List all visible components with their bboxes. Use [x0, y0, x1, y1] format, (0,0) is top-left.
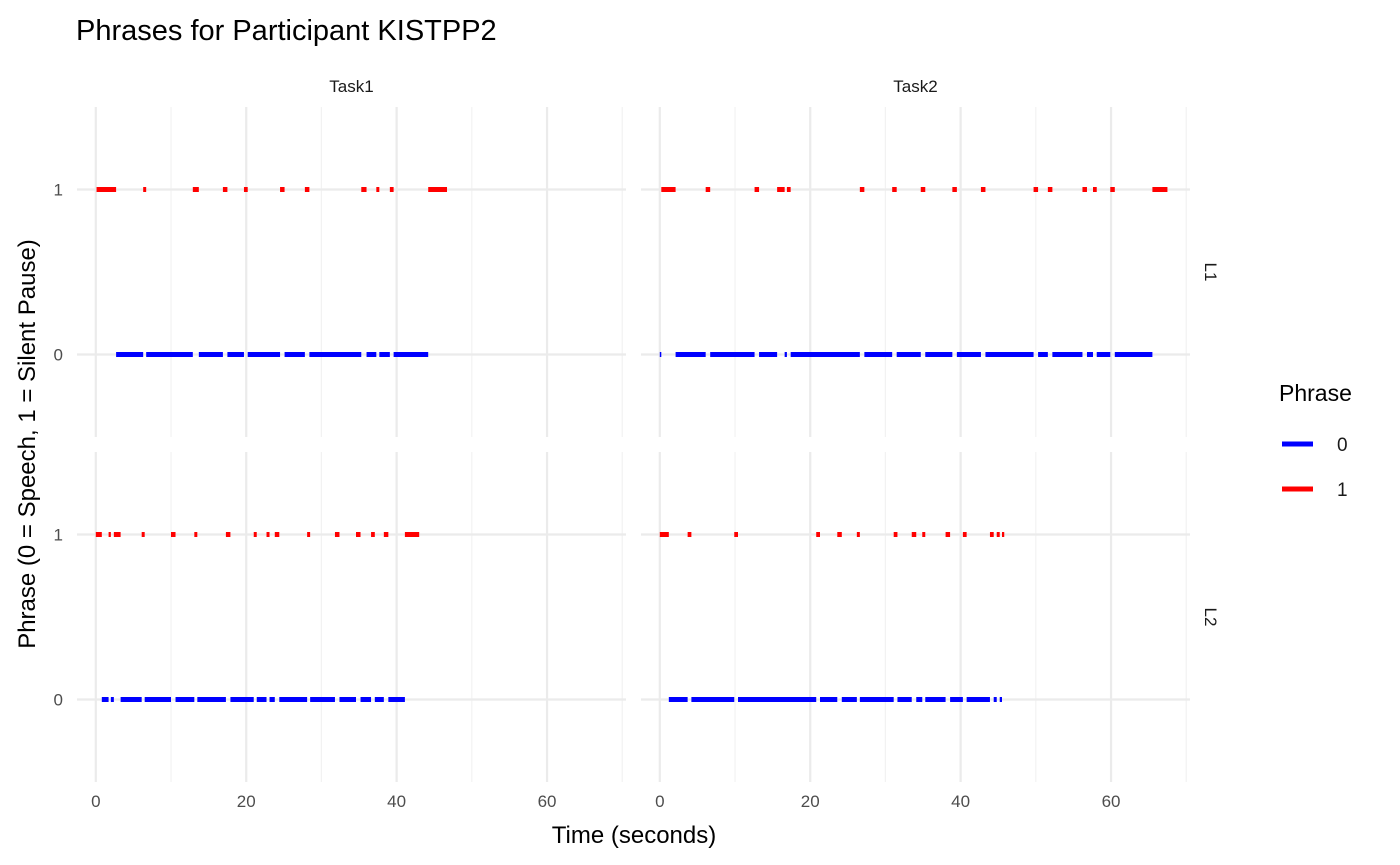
x-tick-label: 0 [91, 792, 100, 811]
strip-label-l1: L1 [1201, 263, 1220, 282]
panel-task2-l2 [641, 452, 1190, 782]
strip-label-l2: L2 [1201, 608, 1220, 627]
x-tick-label: 60 [1102, 792, 1121, 811]
x-tick-label: 20 [801, 792, 820, 811]
x-tick-label: 40 [387, 792, 406, 811]
x-axis-title: Time (seconds) [552, 822, 716, 849]
chart-title: Phrases for Participant KISTPP2 [76, 15, 497, 47]
legend-label-1: 1 [1337, 480, 1348, 501]
x-tick-label: 20 [237, 792, 256, 811]
x-tick-label: 0 [655, 792, 664, 811]
y-axis-title: Phrase (0 = Speech, 1 = Silent Pause) [14, 239, 41, 649]
panel-task1-l2 [77, 452, 626, 782]
y-tick-label: 0 [54, 346, 63, 365]
y-tick-label: 1 [54, 526, 63, 545]
strip-label-task2: Task2 [893, 77, 937, 96]
legend: Phrase 0 1 [1279, 380, 1352, 501]
y-tick-label: 0 [54, 691, 63, 710]
y-tick-label: 1 [54, 181, 63, 200]
panel-task2-l1 [641, 107, 1190, 437]
legend-title: Phrase [1279, 380, 1352, 406]
x-tick-label: 40 [951, 792, 970, 811]
panel-task1-l1 [77, 107, 626, 437]
legend-label-0: 0 [1337, 435, 1348, 456]
x-tick-label: 60 [538, 792, 557, 811]
strip-label-task1: Task1 [329, 77, 373, 96]
